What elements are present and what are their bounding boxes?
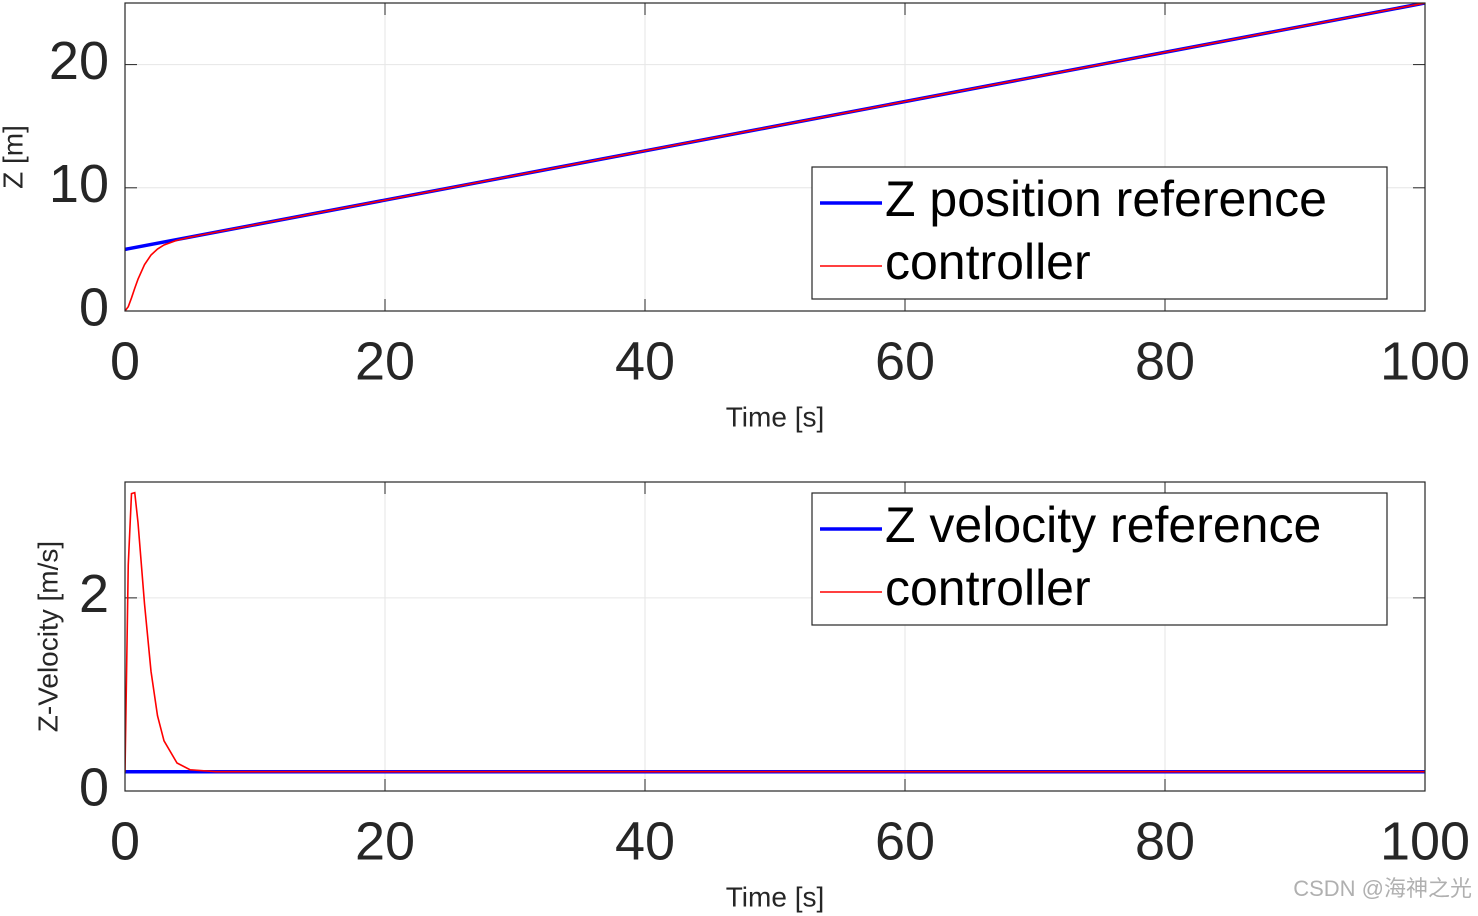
axes-box (124, 2, 1426, 312)
series-line (125, 491, 1425, 773)
x-tick-label: 40 (615, 331, 675, 391)
x-tick-label: 20 (355, 811, 415, 871)
series-line (125, 3, 1425, 311)
x-tick-label: 80 (1135, 811, 1195, 871)
x-tick-label: 60 (875, 811, 935, 871)
x-tick-label: 20 (355, 331, 415, 391)
legend-label: controller (885, 234, 1091, 290)
y-tick-label: 0 (79, 757, 109, 817)
subplot: 0 20 40 60 80 100 0 10 20 Time [s] Z [m] Z position… (0, 2, 1470, 432)
legend-box (811, 492, 1388, 626)
legend: Z velocity reference controller (811, 492, 1388, 626)
x-tick-label: 100 (1380, 811, 1470, 871)
legend-box (811, 166, 1388, 300)
x-tick-label: 0 (110, 811, 140, 871)
x-tick-label: 60 (875, 331, 935, 391)
x-axis-label: Time [s] (726, 881, 825, 912)
axes-box (124, 481, 1426, 792)
y-axis-label: Z-Velocity [m/s] (32, 541, 63, 732)
legend: Z position reference controller (811, 166, 1388, 300)
legend-label: Z position reference (885, 171, 1327, 227)
x-tick-label: 100 (1380, 331, 1470, 391)
legend-label: controller (885, 560, 1091, 616)
y-tick-label: 10 (49, 154, 109, 214)
legend-label: Z velocity reference (885, 497, 1321, 553)
y-tick-label: 0 (79, 277, 109, 337)
x-axis-label: Time [s] (726, 401, 825, 432)
watermark: CSDN @海神之光 (1293, 876, 1472, 901)
x-tick-label: 80 (1135, 331, 1195, 391)
x-tick-label: 0 (110, 331, 140, 391)
y-tick-label: 2 (79, 564, 109, 624)
y-axis-label: Z [m] (0, 125, 28, 189)
x-tick-label: 40 (615, 811, 675, 871)
subplot: 0 20 40 60 80 100 0 2 Time [s] Z-Velocity [m/s] Z … (32, 481, 1470, 912)
y-tick-label: 20 (49, 31, 109, 91)
